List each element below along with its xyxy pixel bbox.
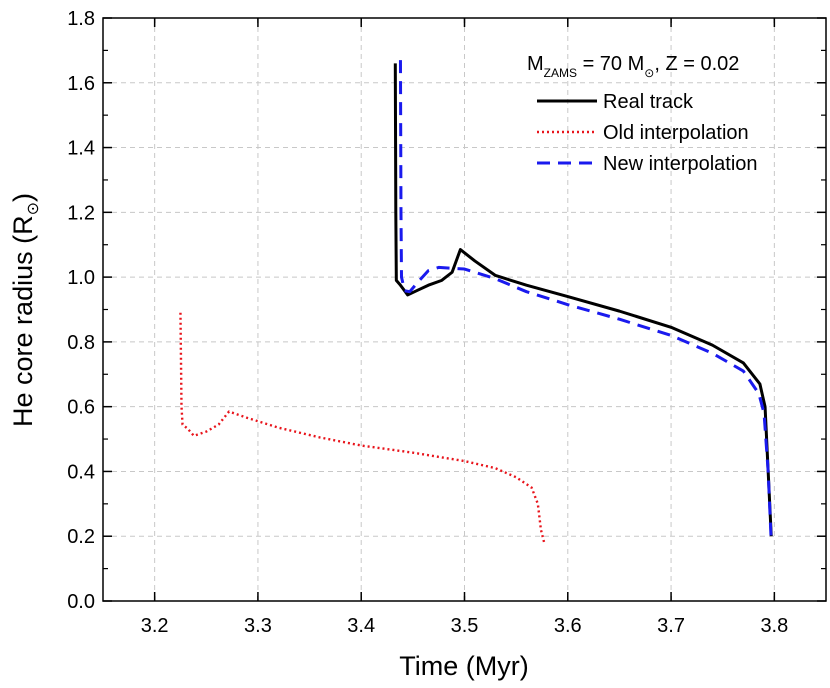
series-layer — [179, 60, 773, 543]
legend-header-eq: = 70 M — [577, 53, 644, 75]
y-tick-label: 1.2 — [67, 202, 95, 224]
y-tick-label: 0.6 — [67, 397, 95, 419]
legend-label-new-interpolation: New interpolation — [603, 153, 758, 175]
y-axis-title-close: ) — [8, 193, 38, 202]
legend-header-sub: ZAMS — [544, 66, 577, 80]
tick-labels: 3.2 3.3 3.4 3.5 3.6 3.7 3.8 0.0 0.2 0.4 0.6 0.8 1.0 1… — [67, 8, 788, 637]
y-tick-label: 0.8 — [67, 332, 95, 354]
x-tick-label: 3.6 — [554, 615, 582, 637]
legend: MZAMS = 70 M⊙, Z = 0.02 Real track Old i… — [527, 53, 758, 175]
svg-text:He core radius (R⊙): He core radius (R⊙) — [8, 193, 42, 427]
y-tick-label: 0.2 — [67, 526, 95, 548]
x-tick-label: 3.7 — [657, 615, 685, 637]
x-tick-label: 3.2 — [141, 615, 169, 637]
y-axis-sun-symbol: ⊙ — [25, 202, 42, 215]
legend-header-m: M — [527, 53, 544, 75]
y-tick-label: 1.6 — [67, 73, 95, 95]
y-axis-title-text: He core radius (R — [8, 215, 38, 427]
series-line-old-interpolation — [179, 312, 546, 543]
y-tick-label: 1.4 — [67, 138, 95, 160]
legend-header-rest: , Z = 0.02 — [654, 53, 739, 75]
legend-label-real-track: Real track — [603, 91, 694, 113]
x-tick-label: 3.8 — [760, 615, 788, 637]
series-line-real-track — [393, 63, 773, 537]
y-axis-title: He core radius (R⊙) — [8, 193, 42, 427]
x-axis-title: Time (Myr) — [399, 651, 528, 681]
series-line-new-interpolation — [398, 60, 773, 543]
legend-header-sun: ⊙ — [644, 66, 654, 80]
y-tick-label: 1.0 — [67, 267, 95, 289]
legend-header: MZAMS = 70 M⊙, Z = 0.02 — [527, 53, 739, 80]
y-tick-label: 0.0 — [67, 591, 95, 613]
ticks — [103, 17, 826, 602]
y-tick-label: 1.8 — [67, 8, 95, 30]
grid — [103, 18, 826, 601]
x-tick-label: 3.4 — [347, 615, 375, 637]
x-tick-label: 3.5 — [451, 615, 479, 637]
y-tick-label: 0.4 — [67, 461, 95, 483]
legend-label-old-interpolation: Old interpolation — [603, 122, 749, 144]
x-tick-label: 3.3 — [244, 615, 272, 637]
